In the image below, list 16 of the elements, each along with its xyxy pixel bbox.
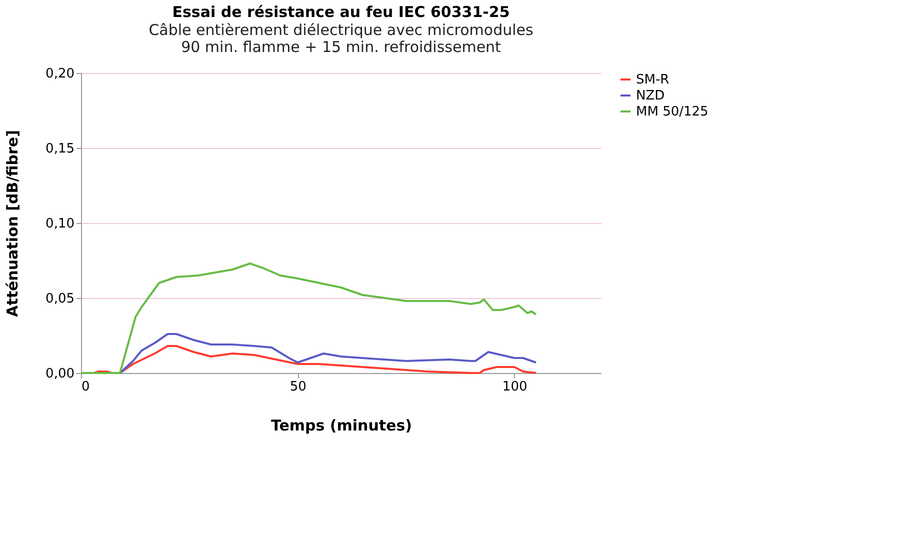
chart-title: Essai de résistance au feu IEC 60331-25 (172, 3, 510, 21)
y-tick-label: 0,00 (46, 366, 74, 382)
x-tick-label: 0 (82, 380, 90, 394)
x-axis-title: Temps (minutes) (270, 416, 412, 434)
line-series (80, 262, 537, 374)
y-tick-label: 0,05 (46, 292, 74, 306)
x-tick-label: 100 (502, 380, 528, 394)
legend-label: SM-R (636, 72, 670, 88)
y-tick-label: 0,15 (46, 142, 74, 156)
legend-label: NZD (636, 88, 665, 104)
x-tick-label: 50 (290, 380, 306, 394)
chart-subtitle: Câble entièrement diélectrique avec micromodules 90 min. flamme + 15 min. refroidissement (148, 21, 534, 56)
y-tick-label: 0,10 (46, 216, 74, 232)
y-axis-title: Atténuation [dB/fibre] (4, 130, 22, 317)
y-tick-label: 0,20 (46, 66, 74, 82)
legend-label: MM 50/125 (636, 104, 708, 120)
